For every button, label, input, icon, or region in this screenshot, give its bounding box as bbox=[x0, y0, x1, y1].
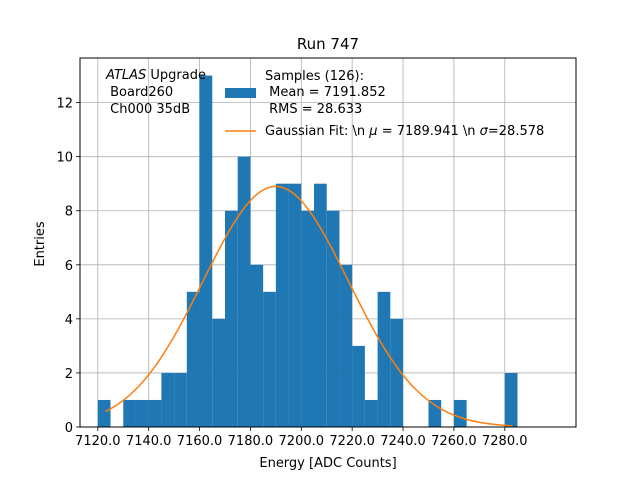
x-tick-label: 7140.0 bbox=[126, 434, 172, 449]
histogram-bar bbox=[364, 399, 378, 427]
legend-samples-mean: Mean = 7191.852 bbox=[265, 85, 386, 100]
histogram-bar bbox=[377, 291, 391, 427]
annotation-line-2: Board260 bbox=[106, 85, 173, 100]
histogram-bar bbox=[250, 264, 264, 427]
y-axis-label: Entries bbox=[33, 221, 48, 267]
histogram-bar bbox=[352, 345, 365, 427]
histogram-bar bbox=[326, 210, 340, 427]
y-tick-label: 8 bbox=[65, 205, 73, 220]
x-axis-ticks: 7120.0 7140.0 7160.0 7180.0 7200.0 7220.0 7240… bbox=[75, 427, 528, 449]
legend-fit-mu: μ bbox=[368, 124, 377, 139]
x-axis-label: Energy [ADC Counts] bbox=[259, 456, 396, 471]
legend-samples-swatch bbox=[225, 88, 256, 98]
histogram-bar bbox=[212, 318, 225, 427]
histogram-bar bbox=[339, 264, 353, 427]
histogram-bar bbox=[288, 183, 302, 427]
histogram-bar bbox=[453, 399, 467, 427]
legend-fit-sigma: σ bbox=[480, 124, 489, 139]
y-tick-label: 6 bbox=[65, 259, 73, 274]
x-tick-label: 7260.0 bbox=[431, 434, 477, 449]
histogram-bar bbox=[174, 372, 187, 427]
x-tick-label: 7180.0 bbox=[228, 434, 274, 449]
legend-samples-label: Samples (126): bbox=[265, 69, 364, 84]
histogram-bar bbox=[314, 183, 327, 427]
y-tick-label: 10 bbox=[56, 151, 73, 166]
histogram-bar bbox=[186, 291, 200, 427]
legend-fit-label: Gaussian Fit: \n μ = 7189.941 \n σ=28.57… bbox=[265, 124, 544, 139]
histogram-bar bbox=[301, 210, 315, 427]
legend-fit-prefix: Gaussian Fit: \n bbox=[265, 124, 369, 139]
gaussian-fit-curve bbox=[105, 185, 513, 427]
x-tick-label: 7200.0 bbox=[279, 434, 325, 449]
x-tick-label: 7220.0 bbox=[329, 434, 375, 449]
histogram-bars bbox=[97, 75, 518, 428]
histogram-bar bbox=[504, 372, 518, 427]
histogram-bar bbox=[148, 399, 162, 427]
y-axis-ticks: 0 2 4 6 8 10 12 bbox=[56, 97, 80, 436]
histogram-bar bbox=[161, 372, 175, 427]
x-tick-label: 7120.0 bbox=[75, 434, 121, 449]
x-tick-label: 7160.0 bbox=[177, 434, 223, 449]
histogram-bar bbox=[390, 318, 404, 427]
annotation-line-3: Ch000 35dB bbox=[106, 102, 190, 117]
y-tick-label: 4 bbox=[65, 313, 73, 328]
histogram-bar bbox=[237, 156, 251, 427]
atlas-annotation: ATLAS Upgrade Board260 Ch000 35dB bbox=[105, 68, 206, 117]
histogram-bar bbox=[224, 210, 238, 427]
legend-fit-suffix: =28.578 bbox=[488, 124, 544, 139]
legend: Samples (126): Mean = 7191.852 RMS = 28.… bbox=[225, 69, 544, 139]
x-tick-label: 7240.0 bbox=[380, 434, 426, 449]
y-tick-label: 2 bbox=[65, 367, 73, 382]
annotation-line-1: ATLAS Upgrade bbox=[105, 68, 206, 83]
annotation-upgrade: Upgrade bbox=[146, 68, 206, 83]
histogram-bar bbox=[199, 75, 213, 428]
chart-title: Run 747 bbox=[297, 35, 359, 53]
histogram-bar bbox=[275, 183, 289, 427]
legend-samples-rms: RMS = 28.633 bbox=[265, 102, 362, 117]
histogram-bar bbox=[135, 399, 149, 427]
axes-frame bbox=[79, 57, 577, 428]
legend-fit-middle: = 7189.941 \n bbox=[378, 124, 480, 139]
y-tick-label: 12 bbox=[56, 97, 73, 112]
y-tick-label: 0 bbox=[65, 421, 73, 436]
annotation-atlas: ATLAS bbox=[105, 68, 146, 83]
histogram-bar bbox=[97, 399, 111, 427]
histogram-bar bbox=[263, 291, 276, 427]
histogram-bar bbox=[428, 399, 442, 427]
x-tick-label: 7280.0 bbox=[482, 434, 528, 449]
histogram-bar bbox=[123, 399, 136, 427]
